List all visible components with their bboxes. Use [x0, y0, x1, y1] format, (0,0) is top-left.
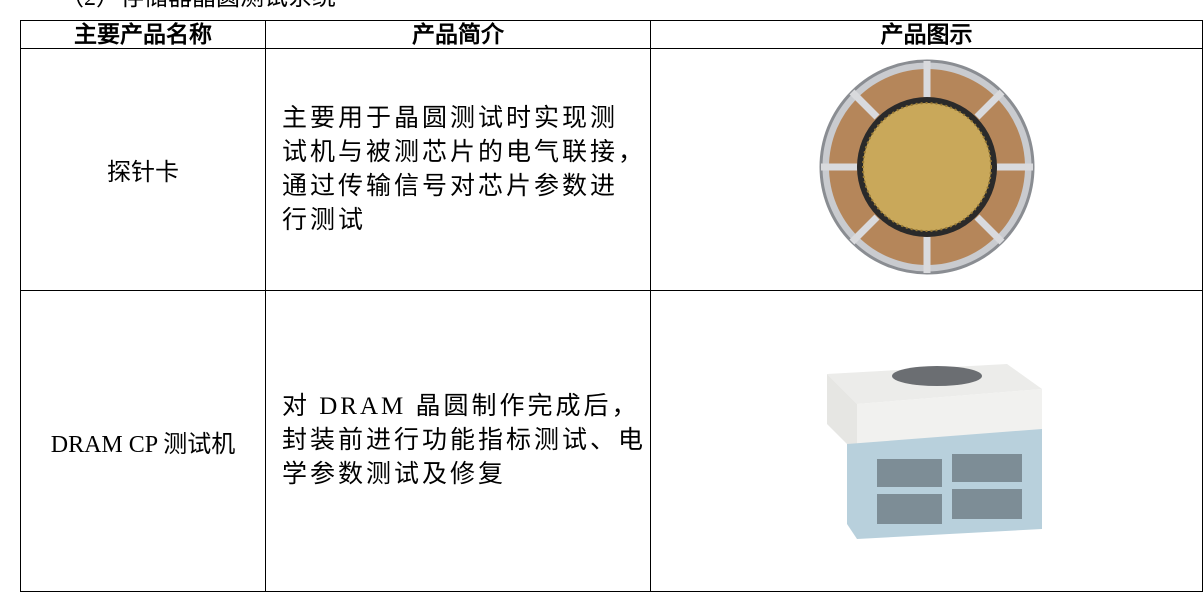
column-header: 主要产品名称 [20, 20, 266, 49]
column-header: 产品图示 [650, 20, 1203, 49]
description-line: 行测试 [282, 206, 367, 234]
description-line: 封装前进行功能指标测试、电 [282, 427, 647, 454]
header-row: 主要产品名称 产品简介 产品图示 [20, 20, 1203, 49]
row: DRAM CP 测试机 对 DRAM 晶圆制作完成后， 封装前进行功能指标测试、电… [20, 290, 1203, 592]
description-line: 学参数测试及修复 [282, 461, 507, 488]
product-image-cell [650, 290, 1203, 592]
product-image-cell [650, 48, 1203, 291]
tester-image [826, 363, 1042, 539]
description-line: 主要用于晶圆测试时实现测 [282, 104, 619, 132]
product-name: DRAM CP 测试机 [20, 290, 266, 592]
caption: （2）存储器晶圆测试系统 [60, 0, 336, 10]
description-line: 对 DRAM 晶圆制作完成后， [282, 393, 640, 420]
product-description: 主要用于晶圆测试时实现测 试机与被测芯片的电气联接， 通过传输信号对芯片参数进 行测试 [265, 48, 651, 291]
description-line: 试机与被测芯片的电气联接， [282, 138, 647, 166]
row: 探针卡 主要用于晶圆测试时实现测 试机与被测芯片的电气联接， 通过传输信号对芯片参数… [20, 48, 1203, 291]
product-description: 对 DRAM 晶圆制作完成后， 封装前进行功能指标测试、电 学参数测试及修复 [265, 290, 651, 592]
column-header: 产品简介 [265, 20, 651, 49]
probe-card-image [819, 59, 1034, 275]
product-table: 主要产品名称 产品简介 产品图示 探针卡 主要用于晶圆测试时实现测 试机与被测芯片… [20, 20, 1203, 592]
product-name: 探针卡 [20, 48, 266, 291]
page: {"header": {"caption": "（2）存储器晶圆测试系统"}, … [20, 0, 1203, 592]
description-line: 通过传输信号对芯片参数进 [282, 172, 619, 200]
